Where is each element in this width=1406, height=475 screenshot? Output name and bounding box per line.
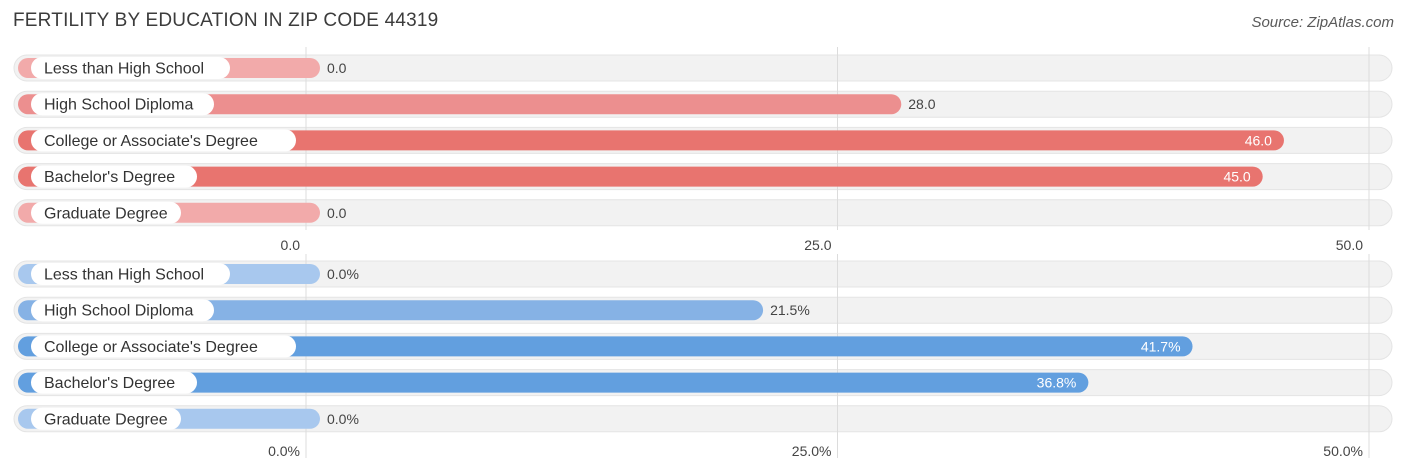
value-label: 21.5% (770, 302, 810, 318)
category-label-pill (31, 371, 197, 394)
category-label: Bachelor's Degree (44, 169, 175, 186)
category-label: College or Associate's Degree (44, 339, 258, 356)
bar (18, 130, 1284, 151)
source-label: Source: ZipAtlas.com (1251, 14, 1394, 31)
category-label: College or Associate's Degree (44, 133, 258, 150)
value-label: 0.0% (327, 266, 359, 282)
category-label-pill (31, 165, 197, 188)
category-label-pill (31, 299, 214, 322)
row-background (13, 260, 1393, 288)
bar (18, 372, 1089, 393)
value-label: 0.0 (327, 60, 347, 76)
value-label: 28.0 (908, 96, 935, 112)
category-label: Less than High School (44, 267, 204, 284)
category-label-pill (31, 129, 296, 152)
category-label-pill (31, 263, 230, 285)
category-label: Less than High School (44, 61, 204, 78)
category-label: High School Diploma (44, 303, 194, 320)
tick-label: 50.0% (1323, 443, 1363, 459)
value-label: 46.0 (1245, 132, 1272, 148)
category-label-pill (31, 93, 214, 116)
category-label-pill (31, 335, 296, 358)
value-label: 36.8% (1037, 375, 1077, 391)
value-label: 0.0% (327, 411, 359, 427)
category-label: High School Diploma (44, 97, 194, 114)
bar (18, 336, 1193, 357)
tick-label: 25.0% (792, 443, 832, 459)
category-label: Graduate Degree (44, 411, 168, 428)
value-label: 41.7% (1141, 338, 1181, 354)
bar (18, 94, 902, 115)
category-label-pill (31, 57, 230, 79)
tick-label: 25.0 (804, 237, 831, 253)
row-background (13, 199, 1393, 227)
category-label: Graduate Degree (44, 205, 168, 222)
category-label: Bachelor's Degree (44, 375, 175, 392)
tick-label: 0.0 (281, 237, 301, 253)
tick-label: 50.0 (1336, 237, 1363, 253)
category-label-pill (31, 201, 181, 224)
value-label: 0.0 (327, 205, 347, 221)
row-background (13, 54, 1393, 82)
chart-title: FERTILITY BY EDUCATION IN ZIP CODE 44319 (13, 10, 439, 31)
row-background (13, 405, 1393, 433)
value-label: 45.0 (1223, 169, 1250, 185)
tick-label: 0.0% (268, 443, 300, 459)
bar (18, 166, 1263, 187)
category-label-pill (31, 407, 181, 430)
